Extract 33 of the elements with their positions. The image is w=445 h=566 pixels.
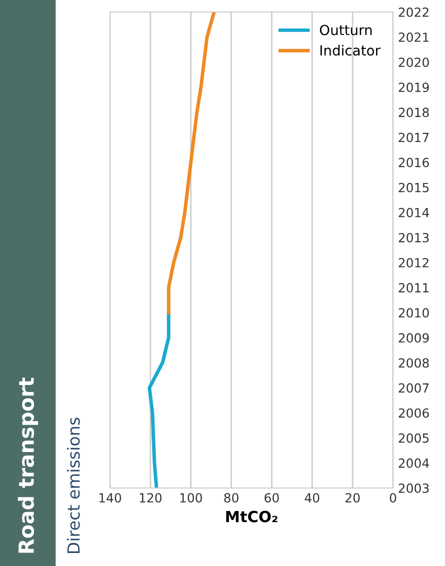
- y-tick-label: 2008: [398, 358, 429, 368]
- y-tick-label: 2006: [398, 408, 429, 418]
- legend-label: Indicator: [320, 44, 380, 56]
- y-tick-label: 2017: [398, 132, 429, 142]
- legend-label: Outturn: [320, 24, 372, 36]
- y-tick-label: 2012: [398, 258, 428, 268]
- x-tick-label: 140: [99, 493, 122, 503]
- y-tick-label: 2003: [398, 483, 429, 493]
- y-tick-label: 2015: [398, 182, 429, 192]
- y-tick-label: 2009: [398, 333, 429, 343]
- y-tick-label: 2013: [398, 232, 429, 242]
- text: Direct emissions: [66, 418, 80, 554]
- x-tick-label: 100: [180, 493, 202, 503]
- y-tick-label: 2007: [398, 383, 429, 393]
- x-tick-label: 40: [304, 493, 320, 503]
- y-tick-label: 2020: [398, 58, 429, 68]
- y-tick-label: 2010: [398, 308, 429, 318]
- y-tick-label: 2004: [398, 458, 429, 468]
- y-tick-label: 2011: [398, 283, 429, 293]
- y-tick-label: 2018: [398, 108, 429, 118]
- x-tick-label: 120: [140, 493, 162, 503]
- x-axis-title: MtCO₂: [226, 510, 278, 522]
- y-tick-label: 2021: [398, 32, 429, 42]
- y-tick-label: 2005: [398, 433, 429, 443]
- x-tick-label: 20: [346, 493, 360, 503]
- y-tick-label: 2019: [398, 82, 429, 92]
- x-tick-label: 0: [390, 493, 396, 503]
- text: Road transport: [18, 378, 38, 553]
- y-tick-label: 2022: [398, 7, 428, 17]
- y-tick-label: 2014: [398, 208, 429, 218]
- y-tick-label: 2016: [398, 158, 429, 168]
- x-tick-label: 60: [264, 493, 279, 503]
- x-tick-label: 80: [224, 493, 238, 503]
